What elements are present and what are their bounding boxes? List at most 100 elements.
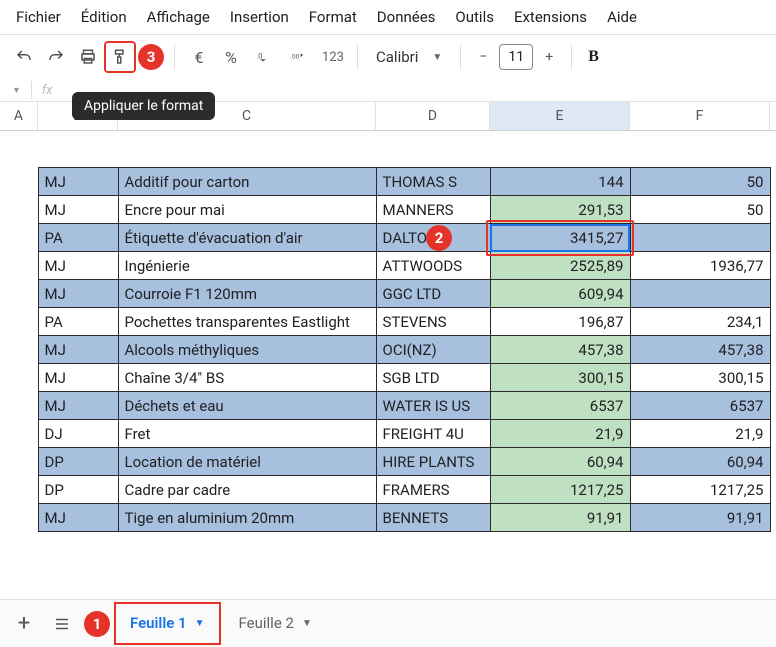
number-format-button[interactable]: 123 [319, 43, 347, 71]
cell[interactable]: MANNERS [376, 196, 490, 224]
cell[interactable]: MJ [38, 392, 118, 420]
cell[interactable]: STEVENS [376, 308, 490, 336]
cell[interactable]: 60,94 [630, 448, 770, 476]
cell[interactable]: 1936,77 [630, 252, 770, 280]
menu-item[interactable]: Affichage [137, 4, 220, 30]
cell[interactable]: Additif pour carton [118, 168, 376, 196]
cell[interactable]: MJ [38, 196, 118, 224]
menu-item[interactable]: Fichier [6, 4, 71, 30]
cell[interactable]: MJ [38, 168, 118, 196]
cell[interactable]: 291,53 [490, 196, 630, 224]
cell[interactable]: DP [38, 448, 118, 476]
cell[interactable]: Fret [118, 420, 376, 448]
increase-font-button[interactable]: + [537, 49, 561, 65]
column-header[interactable]: F [630, 102, 770, 130]
print-button[interactable] [74, 43, 102, 71]
cell[interactable]: 91,91 [630, 504, 770, 532]
menu-item[interactable]: Outils [445, 4, 504, 30]
cell[interactable]: 6537 [630, 392, 770, 420]
cell[interactable]: 457,38 [630, 336, 770, 364]
decrease-font-button[interactable]: − [471, 49, 495, 65]
table-row: MJAdditif pour cartonTHOMAS S14450 [0, 168, 770, 196]
cell[interactable]: GGC LTD [376, 280, 490, 308]
sheet-tab-label: Feuille 1 [130, 614, 187, 632]
cell[interactable]: MJ [38, 364, 118, 392]
menu-item[interactable]: Format [299, 4, 367, 30]
cell[interactable]: MJ [38, 252, 118, 280]
column-header[interactable]: E [490, 102, 630, 130]
bold-button[interactable]: B [582, 48, 605, 66]
add-sheet-button[interactable]: + [8, 608, 40, 640]
cell[interactable]: HIRE PLANTS [376, 448, 490, 476]
cell[interactable]: 50 [630, 196, 770, 224]
sheet-tab-1[interactable]: Feuille 1 ▼ [116, 604, 219, 643]
redo-button[interactable] [42, 43, 70, 71]
decrease-decimal-button[interactable]: .0 [249, 43, 277, 71]
cell[interactable]: 144 [490, 168, 630, 196]
cell[interactable]: Chaîne 3/4" BS [118, 364, 376, 392]
cell[interactable]: PA [38, 224, 118, 252]
cell[interactable]: Location de matériel [118, 448, 376, 476]
cell[interactable]: 300,15 [490, 364, 630, 392]
cell[interactable]: FREIGHT 4U [376, 420, 490, 448]
cell[interactable]: Pochettes transparentes Eastlight [118, 308, 376, 336]
menu-item[interactable]: Aide [597, 4, 647, 30]
sheet-tab-2[interactable]: Feuille 2 ▼ [225, 604, 326, 643]
font-size-input[interactable]: 11 [499, 44, 533, 70]
cell[interactable]: DJ [38, 420, 118, 448]
cell[interactable]: Encre pour mai [118, 196, 376, 224]
cell[interactable]: 60,94 [490, 448, 630, 476]
cell[interactable]: 609,94 [490, 280, 630, 308]
cell[interactable]: ATTWOODS [376, 252, 490, 280]
cell[interactable]: 91,91 [490, 504, 630, 532]
all-sheets-button[interactable] [46, 608, 78, 640]
cell[interactable]: 1217,25 [490, 476, 630, 504]
cell[interactable]: THOMAS S [376, 168, 490, 196]
cell[interactable]: 6537 [490, 392, 630, 420]
cell[interactable]: DP [38, 476, 118, 504]
cell[interactable]: WATER IS US [376, 392, 490, 420]
cell[interactable]: 2525,89 [490, 252, 630, 280]
data-table: MJAdditif pour cartonTHOMAS S14450MJEncr… [0, 167, 771, 532]
cell[interactable]: SGB LTD [376, 364, 490, 392]
cell[interactable]: Courroie F1 120mm [118, 280, 376, 308]
menu-item[interactable]: Données [367, 4, 446, 30]
cell[interactable]: Alcools méthyliques [118, 336, 376, 364]
paint-format-button[interactable] [106, 43, 134, 71]
cell[interactable]: MJ [38, 336, 118, 364]
annotation-marker-3: 3 [138, 44, 164, 70]
cell[interactable]: FRAMERS [376, 476, 490, 504]
cell[interactable]: Ingénierie [118, 252, 376, 280]
cell[interactable]: Tige en aluminium 20mm [118, 504, 376, 532]
cell[interactable]: BENNETS [376, 504, 490, 532]
table-row: PAÉtiquette d'évacuation d'airDALTONS341… [0, 224, 770, 252]
font-select[interactable]: Calibri ▼ [368, 48, 450, 66]
cell[interactable]: 1217,25 [630, 476, 770, 504]
cell[interactable]: 196,87 [490, 308, 630, 336]
percent-button[interactable]: % [217, 43, 245, 71]
cell[interactable]: 300,15 [630, 364, 770, 392]
cell[interactable]: Déchets et eau [118, 392, 376, 420]
menu-item[interactable]: Insertion [220, 4, 299, 30]
increase-decimal-button[interactable]: .00 [281, 43, 315, 71]
cell[interactable]: 3415,27 [490, 224, 630, 252]
cell[interactable]: Étiquette d'évacuation d'air [118, 224, 376, 252]
menu-item[interactable]: Extensions [504, 4, 597, 30]
column-header[interactable]: D [376, 102, 490, 130]
currency-button[interactable]: € [185, 43, 213, 71]
cell[interactable]: MJ [38, 280, 118, 308]
cell[interactable]: 21,9 [490, 420, 630, 448]
cell[interactable]: 50 [630, 168, 770, 196]
cell[interactable]: Cadre par cadre [118, 476, 376, 504]
menu-item[interactable]: Édition [71, 4, 137, 30]
cell[interactable] [630, 224, 770, 252]
cell[interactable] [630, 280, 770, 308]
undo-button[interactable] [10, 43, 38, 71]
cell[interactable]: PA [38, 308, 118, 336]
cell[interactable]: 234,1 [630, 308, 770, 336]
cell[interactable]: OCI(NZ) [376, 336, 490, 364]
column-header[interactable]: A [0, 102, 38, 130]
cell[interactable]: 21,9 [630, 420, 770, 448]
cell[interactable]: MJ [38, 504, 118, 532]
cell[interactable]: 457,38 [490, 336, 630, 364]
